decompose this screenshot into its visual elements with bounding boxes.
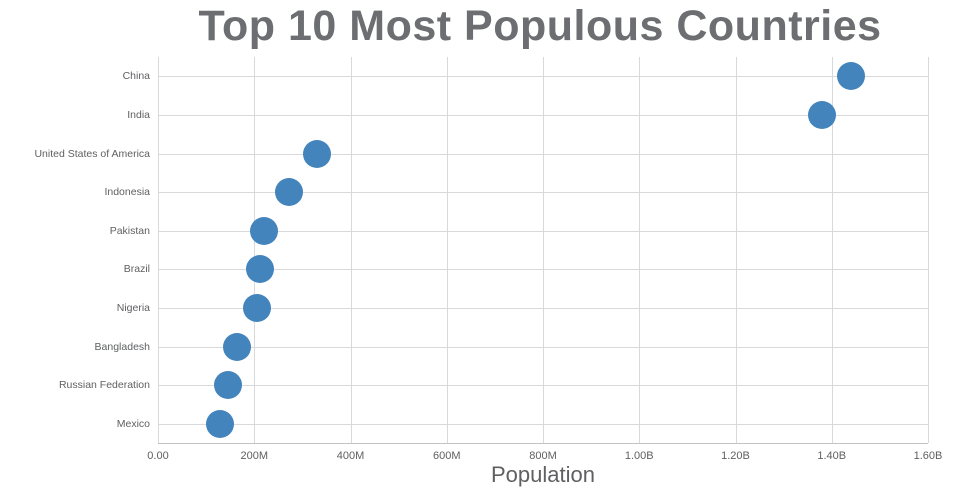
y-axis-tick-label: Pakistan — [109, 224, 150, 237]
gridline-horizontal — [158, 114, 928, 116]
gridline-horizontal — [158, 423, 928, 425]
gridline-horizontal — [158, 230, 928, 232]
x-axis-tick-label: 1.40B — [817, 450, 847, 462]
y-axis-tick-label: Nigeria — [116, 301, 150, 314]
gridline-vertical — [543, 57, 544, 443]
x-axis-tick-label: 1.00B — [624, 450, 654, 462]
gridline-vertical — [350, 57, 352, 443]
x-axis-tick-label: 1.20B — [721, 450, 750, 462]
gridline-horizontal — [158, 269, 928, 271]
data-point-pakistan[interactable] — [250, 216, 279, 245]
gridline-vertical — [446, 57, 448, 443]
x-axis-tick-label: 600M — [432, 450, 461, 462]
gridline-vertical — [639, 57, 641, 443]
data-point-indonesia[interactable] — [275, 178, 304, 207]
gridline-vertical — [735, 57, 737, 443]
data-point-china[interactable] — [836, 62, 865, 91]
y-axis-tick-label: United States of America — [34, 147, 150, 160]
x-axis-tick-label: 400M — [336, 450, 365, 462]
y-axis-tick-label: China — [122, 70, 150, 83]
data-point-united-states-of-america[interactable] — [303, 139, 332, 168]
x-axis-title: Population — [491, 462, 595, 487]
gridline-horizontal — [158, 153, 928, 155]
y-axis-tick-label: Bangladesh — [94, 340, 150, 353]
data-point-russian-federation[interactable] — [214, 371, 243, 400]
data-point-brazil[interactable] — [246, 255, 275, 284]
x-axis-line — [158, 443, 928, 444]
gridline-horizontal — [158, 192, 928, 194]
x-axis-tick-label: 1.60B — [913, 450, 943, 462]
y-axis-tick-label: India — [127, 108, 150, 121]
gridline-vertical — [158, 57, 159, 443]
x-axis-tick-label: 800M — [529, 450, 557, 462]
x-axis-tick-label: 0.00 — [147, 450, 169, 462]
gridline-vertical — [928, 57, 929, 443]
data-point-bangladesh[interactable] — [223, 332, 252, 361]
chart-title: Top 10 Most Populous Countries — [198, 2, 882, 50]
data-point-nigeria[interactable] — [243, 293, 272, 322]
gridline-horizontal — [158, 307, 928, 309]
y-axis-tick-label: Mexico — [116, 417, 150, 430]
gridline-horizontal — [158, 346, 928, 348]
gridline-horizontal — [158, 385, 928, 387]
y-axis-tick-label: Russian Federation — [58, 379, 150, 392]
data-point-mexico[interactable] — [206, 409, 235, 438]
gridline-vertical — [254, 57, 256, 443]
data-point-india[interactable] — [808, 100, 837, 129]
y-axis-tick-label: Brazil — [123, 263, 150, 276]
gridline-vertical — [831, 57, 833, 443]
y-axis-tick-label: Indonesia — [104, 186, 150, 199]
gridline-horizontal — [158, 76, 928, 78]
x-axis-tick-label: 200M — [240, 450, 269, 462]
